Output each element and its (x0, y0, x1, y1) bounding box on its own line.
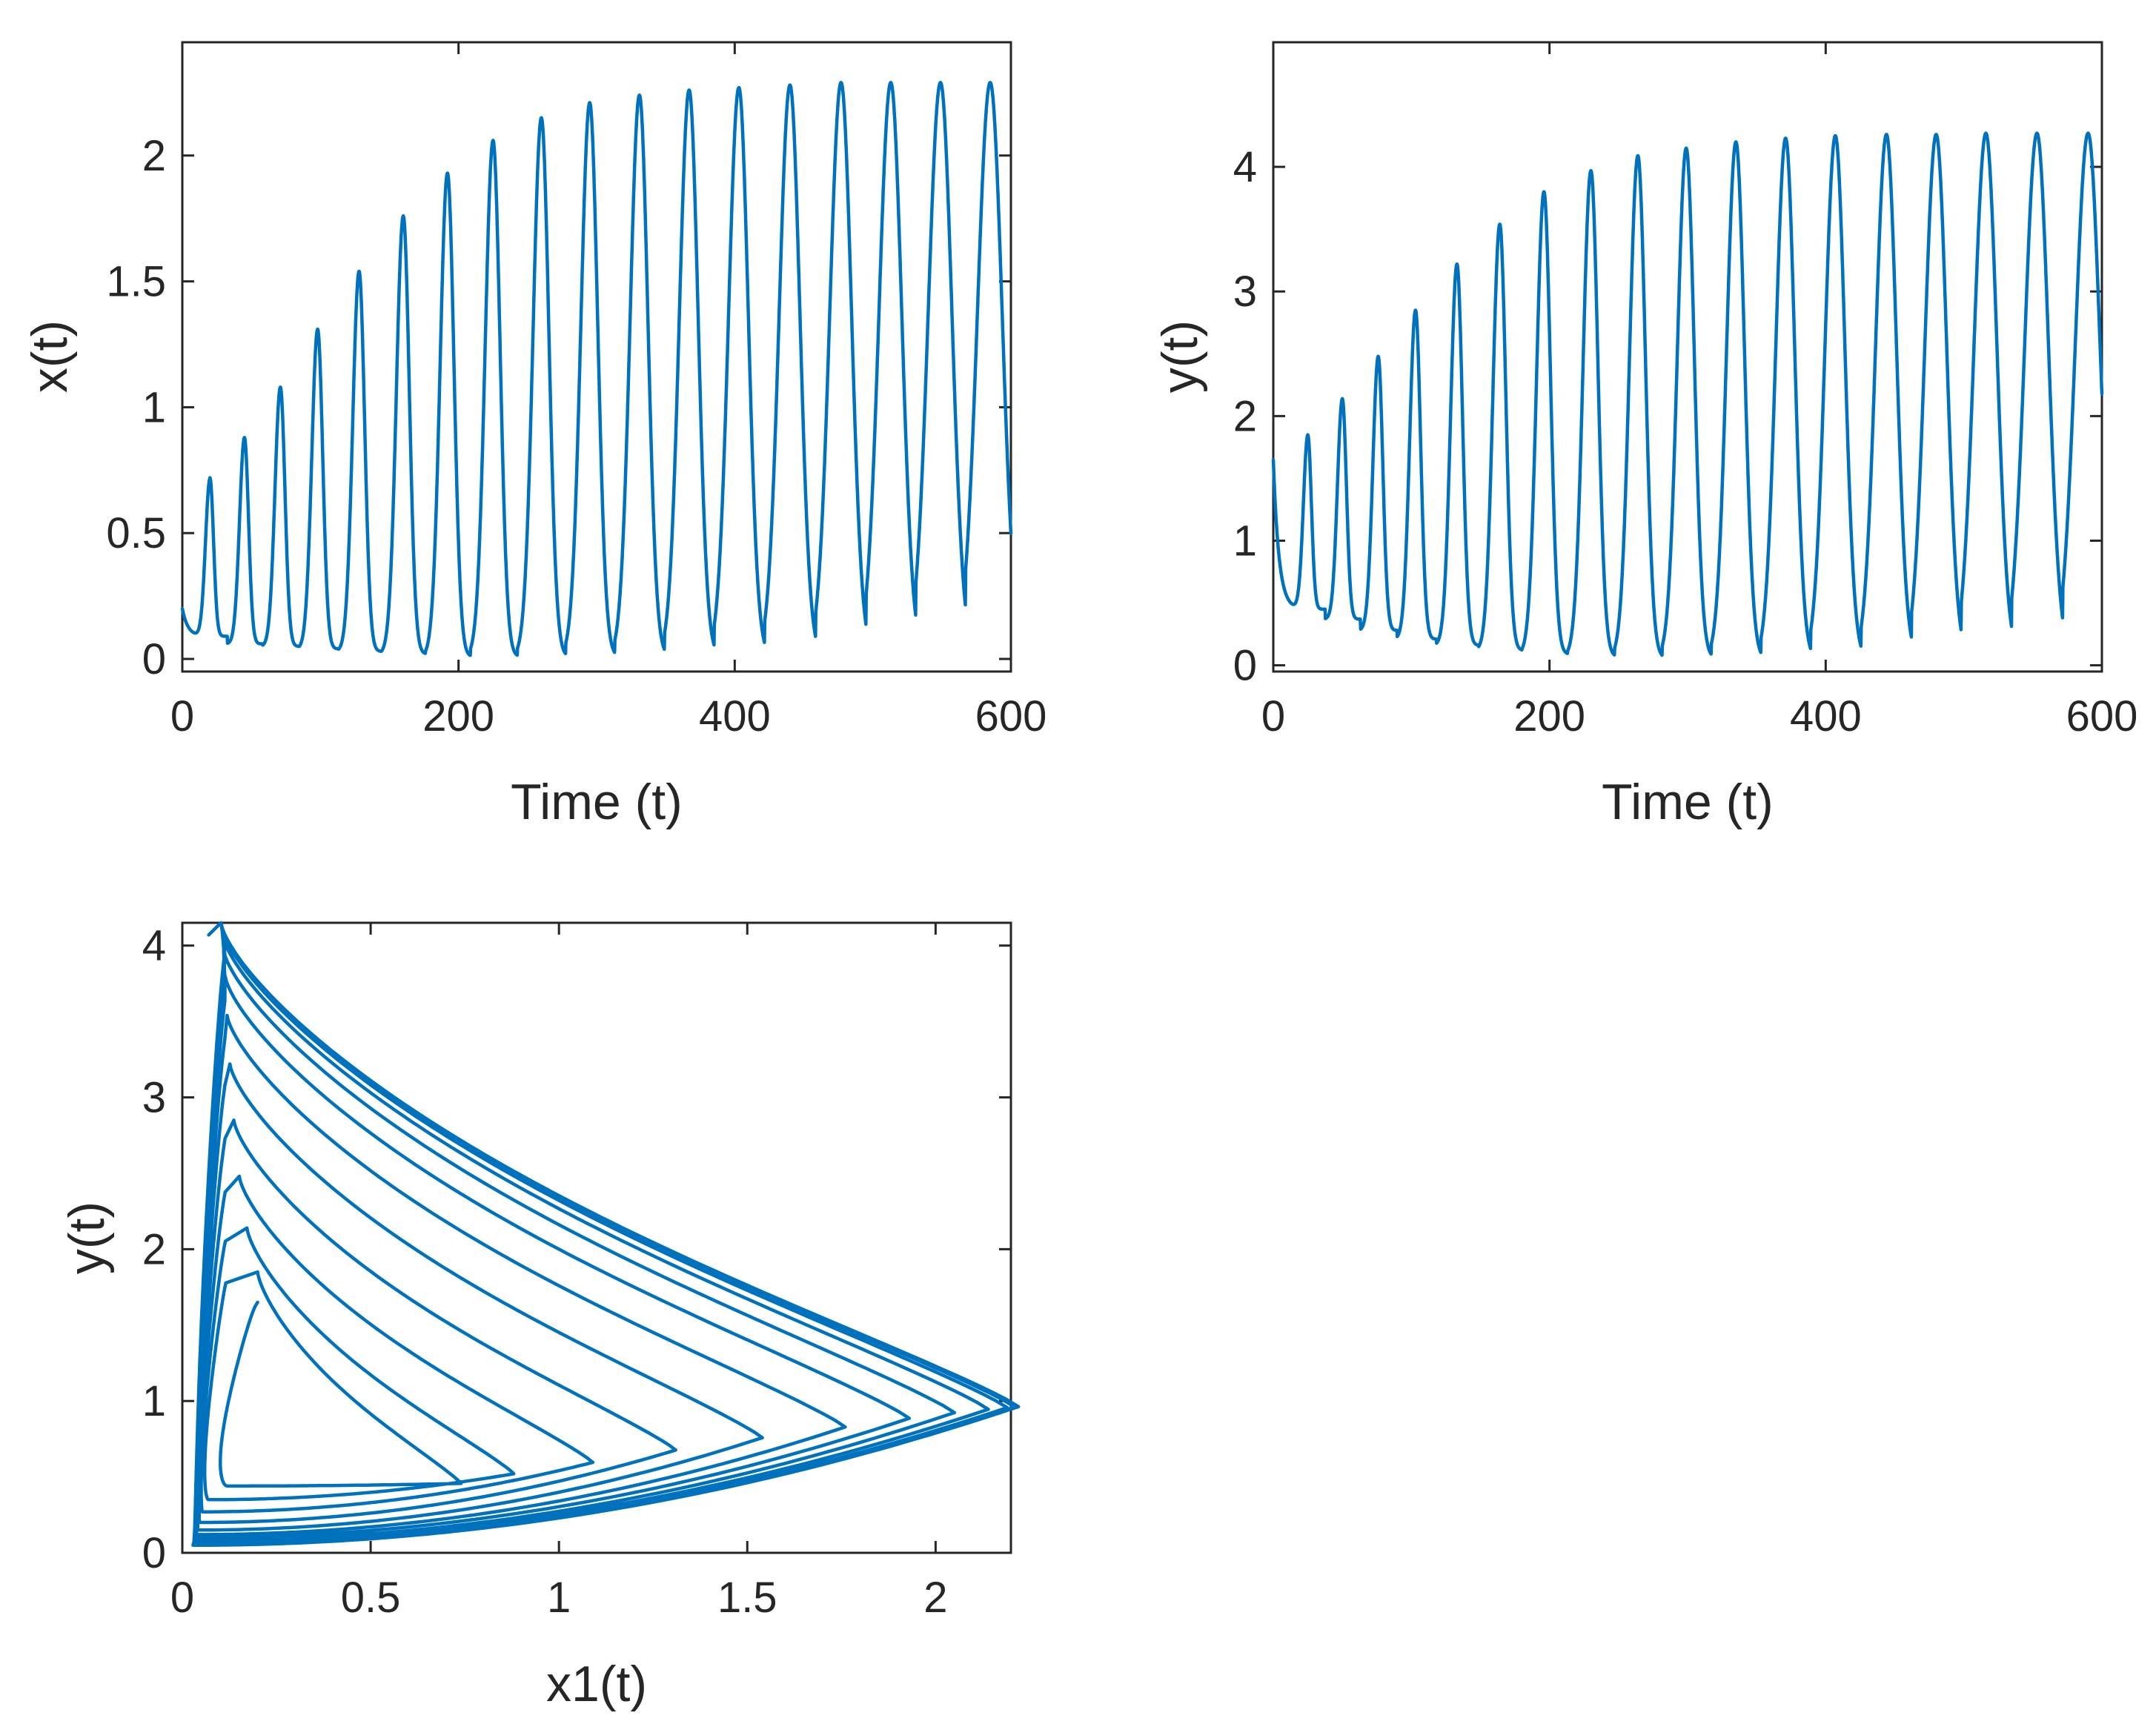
ylabel-phase-portrait: y(t) (59, 1201, 115, 1274)
xlabel-x-vs-time: Time (t) (511, 774, 683, 830)
ytick-label: 4 (1233, 143, 1257, 191)
axes-y-vs-time (1272, 41, 2103, 673)
series-line-y (1271, 131, 2104, 657)
xtick-label: 1 (547, 1574, 571, 1622)
xtick-label: 200 (1513, 692, 1585, 740)
xtick-label: 400 (1790, 692, 1862, 740)
xtick-label: 600 (2066, 692, 2138, 740)
axes-phase-portrait (181, 921, 1012, 1554)
tick-labels-phase-portrait: 0 0.5 1 1.5 2 0 1 2 3 4 (142, 922, 948, 1622)
ylabel-x-vs-time: x(t) (21, 320, 78, 393)
ytick-label: 1.5 (106, 258, 166, 306)
xtick-label: 0.5 (341, 1574, 401, 1622)
ytick-label: 2 (1233, 392, 1257, 440)
ytick-label: 1 (142, 1377, 166, 1425)
xtick-label: 0 (1261, 692, 1285, 740)
ytick-label: 2 (142, 1225, 166, 1273)
ytick-label: 3 (142, 1074, 166, 1122)
panel-phase-portrait: 0 0.5 1 1.5 2 0 1 2 3 4 x1(t) y(t) (59, 921, 1021, 1712)
tick-labels-x-vs-time: 0 200 400 600 0 0.5 1 1.5 2 (106, 132, 1047, 740)
ytick-label: 2 (142, 132, 166, 180)
ytick-label: 3 (1233, 268, 1257, 316)
ylabel-y-vs-time: y(t) (1152, 320, 1208, 393)
ytick-label: 0 (1233, 642, 1257, 690)
panel-y-vs-time: 0 200 400 600 0 1 2 3 4 Time (t) y(t) (1152, 41, 2138, 830)
ytick-label: 1 (1233, 517, 1257, 565)
series-line-x (180, 81, 1013, 657)
xlabel-y-vs-time: Time (t) (1602, 774, 1774, 830)
xtick-label: 0 (170, 692, 194, 740)
xlabel-phase-portrait: x1(t) (546, 1656, 647, 1712)
xtick-label: 200 (422, 692, 494, 740)
xtick-label: 0 (170, 1574, 194, 1622)
tick-labels-y-vs-time: 0 200 400 600 0 1 2 3 4 (1233, 143, 2138, 740)
ytick-label: 4 (142, 922, 166, 970)
panel-x-vs-time: 0 200 400 600 0 0.5 1 1.5 2 Time (t) x(t) (21, 41, 1047, 830)
xtick-label: 400 (699, 692, 771, 740)
xtick-label: 2 (923, 1574, 947, 1622)
ytick-label: 0 (142, 1529, 166, 1577)
ytick-label: 0.5 (106, 509, 166, 557)
xtick-label: 600 (975, 692, 1047, 740)
ytick-label: 0 (142, 635, 166, 683)
ticks-x-vs-time (181, 42, 1012, 672)
ytick-label: 1 (142, 383, 166, 431)
xtick-label: 1.5 (717, 1574, 777, 1622)
series-line-phase (191, 921, 1021, 1548)
